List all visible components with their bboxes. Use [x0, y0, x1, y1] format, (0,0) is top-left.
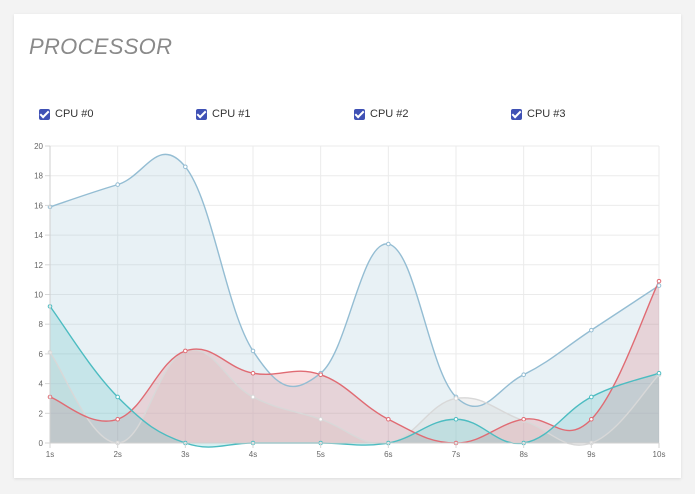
legend-label: CPU #1: [212, 108, 251, 120]
chart-legend: CPU #0 CPU #1 CPU #2 CPU #3: [39, 106, 679, 126]
checkbox-checked-icon[interactable]: [39, 108, 50, 120]
card-title: PROCESSOR: [29, 34, 173, 59]
legend-item-cpu-3[interactable]: CPU #3: [511, 106, 566, 122]
legend-label: CPU #2: [370, 108, 409, 120]
legend-item-cpu-1[interactable]: CPU #1: [196, 106, 251, 122]
legend-item-cpu-0[interactable]: CPU #0: [39, 106, 94, 122]
processor-card: PROCESSOR CPU #0 CPU #1 CPU #2 CPU #3: [14, 14, 681, 478]
legend-label: CPU #0: [55, 108, 94, 120]
legend-label: CPU #3: [527, 108, 566, 120]
legend-item-cpu-2[interactable]: CPU #2: [354, 106, 409, 122]
checkbox-checked-icon[interactable]: [196, 108, 207, 120]
checkbox-checked-icon[interactable]: [511, 108, 522, 120]
checkbox-checked-icon[interactable]: [354, 108, 365, 120]
